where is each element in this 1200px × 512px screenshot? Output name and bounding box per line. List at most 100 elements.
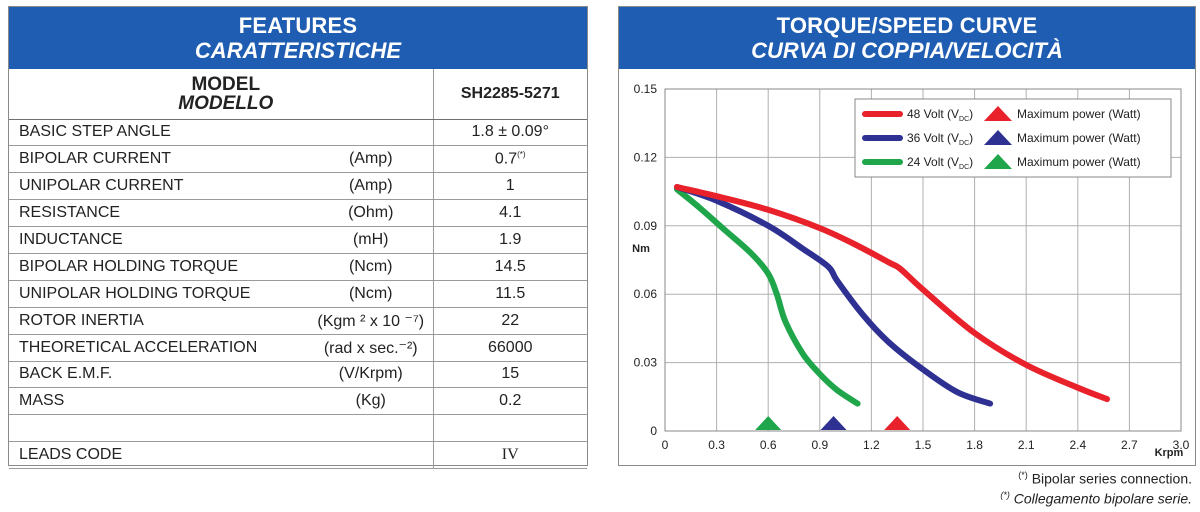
legend-label: 36 Volt (VDC): [907, 131, 973, 147]
legend-label-close: ): [969, 155, 973, 169]
legend-label-close: ): [969, 107, 973, 121]
x-tick-label: 0.6: [760, 438, 777, 452]
spec-unit: (Ncm): [309, 253, 433, 281]
spec-value: [432, 414, 587, 443]
spec-row: BIPOLAR HOLDING TORQUE (Ncm) 14.5: [9, 253, 587, 281]
footnote-en: (*) Bipolar series connection.: [1018, 470, 1192, 487]
series-line-36-volt: [674, 184, 994, 407]
x-tick-label: 2.4: [1069, 438, 1086, 452]
torque-speed-chart: 0 0.3 0.6 0.9 1.2 1.5 1.8 2.1 2.4 2.7 3.0 0 0.03 0.06…: [632, 82, 1190, 459]
features-table: MODEL MODELLO SH2285-5271 BASIC STEP ANG…: [9, 69, 587, 470]
features-title: FEATURES: [238, 13, 358, 38]
legend-label: 24 Volt (VDC): [907, 155, 973, 171]
legend-label-subscript: DC: [959, 116, 969, 123]
y-tick-label: 0.15: [634, 82, 658, 96]
spec-value: 15: [432, 361, 587, 389]
features-subtitle: CARATTERISTICHE: [194, 38, 402, 63]
curve-subtitle: CURVA DI COPPIA/VELOCITÀ: [751, 38, 1063, 63]
spec-row: LEADS CODE IV: [9, 441, 587, 470]
spec-label: RESISTANCE: [9, 199, 309, 228]
y-tick-label: 0.12: [634, 150, 658, 164]
spec-unit: [309, 414, 433, 443]
spec-row: THEORETICAL ACCELERATION (rad x sec.⁻²) 66…: [9, 334, 587, 362]
spec-value: 4.1: [432, 199, 587, 228]
spec-label: INDUCTANCE: [9, 226, 309, 254]
x-tick-label: 0.3: [708, 438, 725, 452]
spec-row: BIPOLAR CURRENT (Amp) 0.7(*): [9, 145, 587, 174]
legend-label-close: ): [969, 131, 973, 145]
spec-label: BASIC STEP ANGLE: [9, 119, 309, 147]
footnote-en-text: Bipolar series connection.: [1031, 470, 1192, 487]
spec-value: 66000: [432, 334, 587, 362]
spec-row: RESISTANCE (Ohm) 4.1: [9, 199, 587, 228]
footnote-mark-symbol: *: [1021, 470, 1025, 480]
max-power-marker: [755, 416, 782, 430]
x-tick-label: 0: [662, 438, 669, 452]
spec-unit: (Amp): [309, 172, 433, 201]
legend-label-subscript: DC: [959, 140, 969, 147]
y-tick-label: 0.03: [634, 356, 658, 370]
spec-unit: (V/Krpm): [309, 361, 433, 389]
footnote-it: (*) Collegamento bipolare serie.: [1000, 490, 1192, 507]
x-tick-label: 2.1: [1018, 438, 1035, 452]
spec-unit: [309, 441, 433, 470]
y-tick-label: 0.06: [634, 287, 658, 301]
x-tick-label: 0.9: [811, 438, 828, 452]
spec-row: [9, 414, 587, 443]
legend-label-subscript: DC: [959, 164, 969, 171]
spec-unit: (Kg): [309, 387, 433, 416]
max-power-marker: [820, 416, 847, 430]
spec-label: LEADS CODE: [9, 441, 309, 470]
legend-marker-label: Maximum power (Watt): [1017, 155, 1141, 169]
spec-row: UNIPOLAR HOLDING TORQUE (Ncm) 11.5: [9, 280, 587, 308]
spec-value: 11.5: [432, 280, 587, 308]
spec-value: 0.2: [432, 387, 587, 416]
model-label-cell: MODEL MODELLO: [9, 69, 433, 120]
x-tick-label: 1.8: [966, 438, 983, 452]
model-row: MODEL MODELLO SH2285-5271: [9, 69, 587, 120]
spec-value: 22: [432, 307, 587, 335]
curve-panel: TORQUE/SPEED CURVE CURVA DI COPPIA/VELOC…: [618, 6, 1196, 466]
legend-marker-label: Maximum power (Watt): [1017, 107, 1141, 121]
y-tick-label: 0: [650, 424, 657, 438]
spec-row: UNIPOLAR CURRENT (Amp) 1: [9, 172, 587, 201]
spec-unit: (Ohm): [309, 199, 433, 228]
x-tick-label: 1.2: [863, 438, 880, 452]
curve-header: TORQUE/SPEED CURVE CURVA DI COPPIA/VELOC…: [619, 7, 1195, 69]
spec-row: INDUCTANCE (mH) 1.9: [9, 226, 587, 254]
spec-label: BACK E.M.F.: [9, 361, 309, 389]
spec-label: [9, 414, 309, 443]
max-power-marker: [884, 416, 911, 430]
spec-value: 1.9: [432, 226, 587, 254]
footnote-mark-symbol-it: *: [1003, 490, 1007, 500]
spec-unit: (rad x sec.⁻²): [309, 334, 433, 362]
plot-frame: [664, 88, 1182, 432]
legend-marker: [984, 130, 1012, 145]
spec-unit: (Kgm ² x 10 ⁻⁷): [309, 307, 433, 335]
spec-label: UNIPOLAR HOLDING TORQUE: [9, 280, 309, 308]
spec-row: BACK E.M.F. (V/Krpm) 15: [9, 361, 587, 389]
x-tick-label: 1.5: [915, 438, 932, 452]
spec-label: THEORETICAL ACCELERATION: [9, 334, 309, 362]
x-tick-label: 3.0: [1173, 438, 1190, 452]
spec-row: ROTOR INERTIA (Kgm ² x 10 ⁻⁷) 22: [9, 307, 587, 335]
spec-value: 1.8 ± 0.09°: [432, 119, 587, 147]
model-value: SH2285-5271: [432, 69, 587, 120]
spec-label: MASS: [9, 387, 309, 416]
footnote-mark-it: (*): [1000, 490, 1010, 500]
spec-unit: (Ncm): [309, 280, 433, 308]
x-tick-label: 2.7: [1121, 438, 1138, 452]
spec-row: BASIC STEP ANGLE 1.8 ± 0.09°: [9, 119, 587, 147]
spec-unit: [309, 119, 433, 147]
spec-label: BIPOLAR HOLDING TORQUE: [9, 253, 309, 281]
curve-title: TORQUE/SPEED CURVE: [776, 13, 1038, 38]
model-label: MODEL: [191, 73, 261, 95]
spec-label: UNIPOLAR CURRENT: [9, 172, 309, 201]
legend-label: 48 Volt (VDC): [907, 107, 973, 123]
spec-note: (*): [517, 150, 526, 160]
series-line-24-volt: [674, 186, 861, 407]
spec-value: 1: [432, 172, 587, 201]
legend-box: [854, 98, 1172, 178]
legend-marker: [984, 106, 1012, 121]
spec-unit: (mH): [309, 226, 433, 254]
